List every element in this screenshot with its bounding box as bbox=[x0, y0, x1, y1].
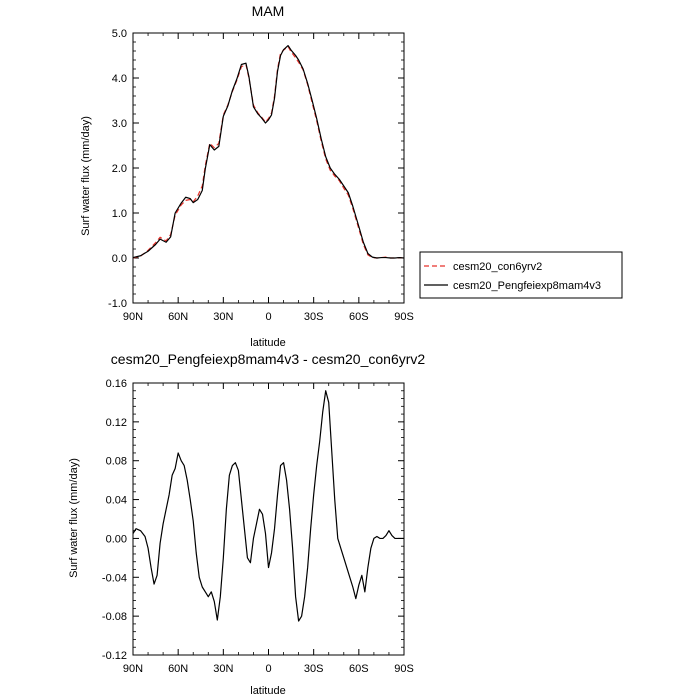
bottom-plot-frame bbox=[132, 382, 405, 656]
bottom-series-line-1 bbox=[132, 390, 404, 622]
top-x-tick-label: 90N bbox=[123, 311, 143, 323]
bottom-x-tick-label: 60S bbox=[349, 663, 369, 675]
bottom-panel: cesm20_Pengfeiexp8mam4v3 - cesm20_con6yr… bbox=[68, 351, 425, 697]
bottom-x-tick-label: 30N bbox=[213, 663, 233, 675]
bottom-y-tick-label: 0.08 bbox=[106, 456, 127, 468]
bottom-x-tick-label: 60N bbox=[168, 663, 188, 675]
bottom-x-tick-label: 90S bbox=[394, 663, 414, 675]
top-x-tick-label: 30N bbox=[213, 311, 233, 323]
bottom-x-axis-label: latitude bbox=[250, 685, 285, 697]
top-y-tick-label: 4.0 bbox=[112, 73, 127, 85]
top-y-tick-label: 2.0 bbox=[112, 163, 127, 175]
top-x-tick-label: 0 bbox=[265, 311, 271, 323]
bottom-x-tick-label: 30S bbox=[304, 663, 324, 675]
bottom-y-tick-label: 0.12 bbox=[106, 417, 127, 429]
top-x-axis-label: latitude bbox=[250, 337, 285, 349]
bottom-series-group bbox=[132, 390, 404, 622]
bottom-y-tick-label: -0.12 bbox=[102, 650, 127, 662]
top-series-group bbox=[132, 45, 405, 259]
bottom-x-tick-label: 0 bbox=[265, 663, 271, 675]
top-plot-frame bbox=[132, 32, 405, 304]
bottom-x-tick-label: 90N bbox=[123, 663, 143, 675]
bottom-y-tick-label: -0.04 bbox=[102, 572, 127, 584]
bottom-y-tick-label: 0.16 bbox=[106, 378, 127, 390]
top-series-line-2 bbox=[132, 45, 405, 259]
top-plot-title: MAM bbox=[252, 3, 285, 19]
top-y-tick-label: -1.0 bbox=[108, 298, 127, 310]
top-x-tick-label: 90S bbox=[394, 311, 414, 323]
top-y-tick-label: 0.0 bbox=[112, 253, 127, 265]
bottom-plot-title: cesm20_Pengfeiexp8mam4v3 - cesm20_con6yr… bbox=[111, 351, 426, 367]
bottom-axes: -0.12 -0.08 -0.04 0.00 0.04 0.08 0.12 0.16 90N 60… bbox=[102, 378, 414, 675]
top-axes: -1.0 0.0 1.0 2.0 3.0 4.0 5.0 90N 60N 30N 0 30S 60S 90… bbox=[108, 28, 414, 323]
top-series-line-1 bbox=[132, 45, 405, 259]
top-x-tick-label: 60N bbox=[168, 311, 188, 323]
top-y-tick-label: 1.0 bbox=[112, 208, 127, 220]
top-panel: MAM Surf water flux (mm/day) latitude -1… bbox=[80, 3, 414, 349]
top-x-tick-label: 30S bbox=[304, 311, 324, 323]
bottom-y-tick-label: 0.00 bbox=[106, 533, 127, 545]
top-x-tick-label: 60S bbox=[349, 311, 369, 323]
top-y-tick-label: 3.0 bbox=[112, 118, 127, 130]
bottom-y-axis-label: Surf water flux (mm/day) bbox=[68, 458, 80, 578]
bottom-y-tick-label: 0.04 bbox=[106, 495, 127, 507]
bottom-y-tick-label: -0.08 bbox=[102, 611, 127, 623]
top-y-tick-label: 5.0 bbox=[112, 28, 127, 40]
legend-box bbox=[419, 251, 623, 299]
legend-label-series-1: cesm20_con6yrv2 bbox=[453, 261, 542, 273]
legend-label-series-2: cesm20_Pengfeiexp8mam4v3 bbox=[453, 280, 601, 292]
top-y-axis-label: Surf water flux (mm/day) bbox=[80, 116, 92, 236]
legend: cesm20_con6yrv2 cesm20_Pengfeiexp8mam4v3 bbox=[419, 251, 623, 299]
